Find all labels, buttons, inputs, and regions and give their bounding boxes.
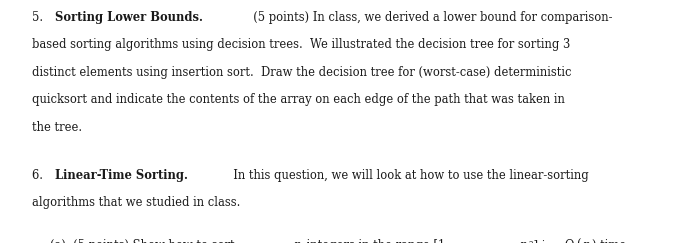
Text: Linear-Time Sorting.: Linear-Time Sorting.	[55, 169, 188, 182]
Text: In this question, we will look at how to use the linear-sorting: In this question, we will look at how to…	[227, 169, 589, 182]
Text: (a)  (5 points) Show how to sort: (a) (5 points) Show how to sort	[50, 239, 239, 243]
Text: ) time.: ) time.	[592, 239, 630, 243]
Text: the tree.: the tree.	[32, 121, 82, 134]
Text: based sorting algorithms using decision trees.  We illustrated the decision tree: based sorting algorithms using decision …	[32, 38, 570, 51]
Text: (: (	[577, 239, 581, 243]
Text: 6.: 6.	[32, 169, 50, 182]
Text: quicksort and indicate the contents of the array on each edge of the path that w: quicksort and indicate the contents of t…	[32, 93, 564, 106]
Text: n: n	[293, 239, 301, 243]
Text: (5 points) In class, we derived a lower bound for comparison-: (5 points) In class, we derived a lower …	[246, 11, 612, 24]
Text: ²] in: ²] in	[529, 239, 557, 243]
Text: n: n	[582, 239, 589, 243]
Text: O: O	[564, 239, 574, 243]
Text: n: n	[519, 239, 527, 243]
Text: algorithms that we studied in class.: algorithms that we studied in class.	[32, 196, 240, 209]
Text: integers in the range [1, ...,: integers in the range [1, ...,	[303, 239, 471, 243]
Text: 5.: 5.	[32, 11, 50, 24]
Text: distinct elements using insertion sort.  Draw the decision tree for (worst-case): distinct elements using insertion sort. …	[32, 66, 571, 79]
Text: Sorting Lower Bounds.: Sorting Lower Bounds.	[55, 11, 203, 24]
